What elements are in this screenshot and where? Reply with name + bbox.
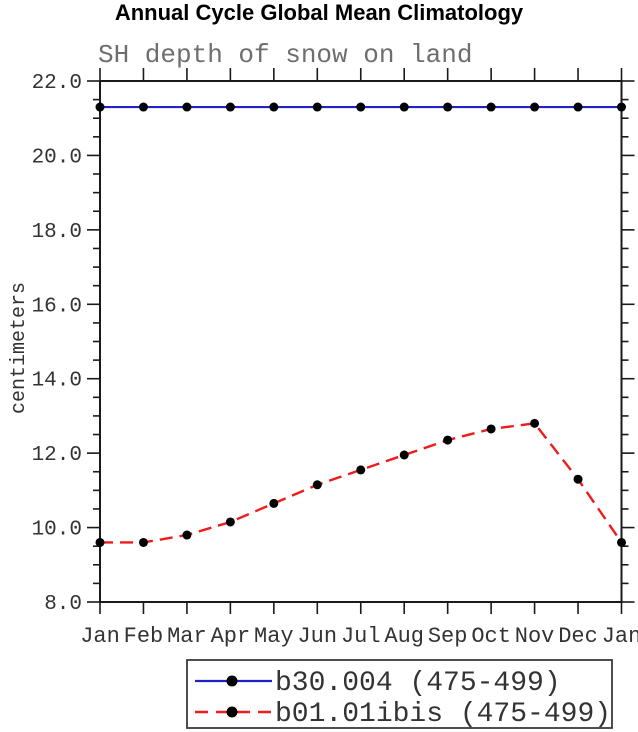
x-tick-label: Jun: [297, 624, 337, 649]
data-point-series1: [530, 102, 540, 112]
series-line-2: [100, 422, 623, 544]
x-tick-label: Oct: [471, 624, 511, 649]
y-tick-label: 10.0: [32, 519, 82, 542]
legend-entry-series2: b01.01ibis (475-499): [195, 699, 611, 730]
data-point-series1: [486, 102, 496, 112]
x-tick-label: Feb: [124, 624, 164, 649]
chart-title: Annual Cycle Global Mean Climatology: [115, 0, 524, 25]
plot-frame: [99, 80, 623, 603]
legend-marker-dot-icon: [226, 675, 238, 687]
legend-entry-series1: b30.004 (475-499): [195, 668, 561, 699]
data-point-series1: [182, 102, 192, 112]
x-tick-label: Jan: [80, 624, 120, 649]
y-tick-label: 20.0: [32, 146, 82, 169]
legend: b30.004 (475-499) b01.01ibis (475-499): [186, 659, 613, 730]
data-point-series2: [443, 435, 453, 445]
data-point-series2: [225, 517, 235, 527]
data-point-series2: [399, 450, 409, 460]
data-point-series1: [443, 102, 453, 112]
data-point-series2: [617, 537, 626, 547]
data-point-series1: [356, 102, 366, 112]
y-tick-label: 16.0: [32, 295, 82, 318]
data-point-series2: [356, 465, 366, 475]
x-tick-label: Jan: [602, 624, 638, 649]
data-point-series2: [530, 418, 540, 428]
y-tick-label: 12.0: [32, 444, 82, 467]
x-tick-label: Apr: [211, 624, 251, 649]
data-point-series1: [269, 102, 279, 112]
chart-subtitle: SH depth of snow on land: [98, 40, 472, 70]
data-point-series1: [138, 102, 148, 112]
data-point-series1: [312, 102, 322, 112]
data-point-series2: [312, 480, 322, 490]
data-point-series2: [138, 537, 148, 547]
y-tick-label: 14.0: [32, 370, 82, 393]
data-point-series2: [269, 498, 279, 508]
data-point-series1: [399, 102, 409, 112]
y-axis-label: centimeters: [8, 282, 31, 414]
x-tick-label: Aug: [384, 624, 424, 649]
plot-area: Jan Feb Mar Apr May Jun Jul Aug Sep Oct Nov Dec Jan8…: [32, 68, 638, 649]
legend-label-series2: b01.01ibis (475-499): [275, 699, 611, 730]
x-tick-label: May: [254, 624, 294, 649]
data-point-series2: [486, 424, 496, 434]
data-point-series1: [617, 102, 626, 112]
x-tick-label: Mar: [167, 624, 207, 649]
data-point-series2: [182, 530, 192, 540]
y-tick-label: 18.0: [32, 221, 82, 244]
x-tick-label: Nov: [515, 624, 555, 649]
data-point-series1: [225, 102, 235, 112]
y-tick-label: 22.0: [32, 72, 82, 95]
legend-marker-dot-icon: [226, 706, 238, 718]
data-point-series2: [573, 474, 583, 484]
y-tick-label: 8.0: [44, 593, 82, 616]
x-tick-label: Dec: [558, 624, 598, 649]
data-point-series1: [573, 102, 583, 112]
x-tick-label: Jul: [341, 624, 381, 649]
x-tick-label: Sep: [428, 624, 468, 649]
data-point-series2: [95, 537, 105, 547]
data-point-series1: [95, 102, 105, 112]
legend-box: [186, 659, 613, 729]
legend-label-series1: b30.004 (475-499): [275, 668, 561, 699]
